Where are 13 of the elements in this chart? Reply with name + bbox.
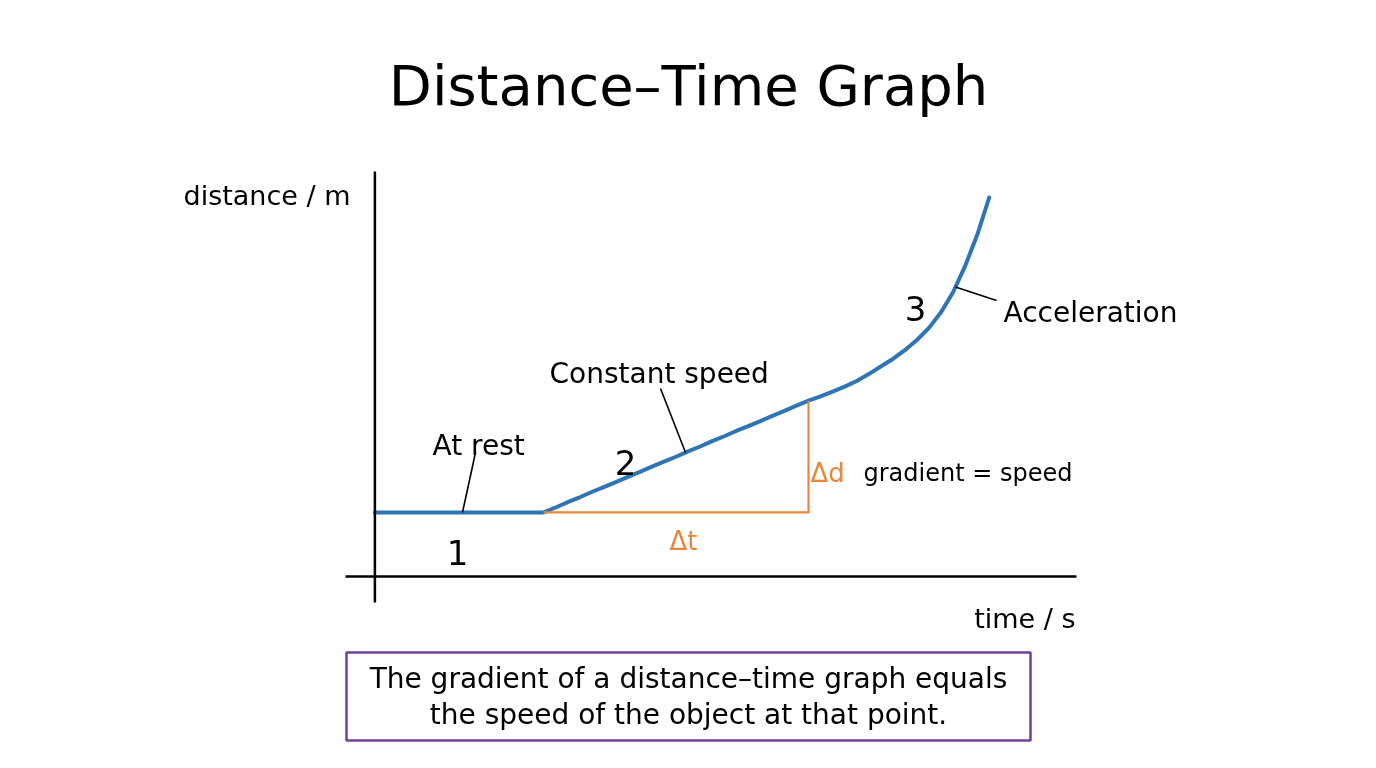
annotation: gradient = speed xyxy=(863,458,1073,487)
annotation: 3 xyxy=(904,289,927,329)
annotation: 1 xyxy=(446,533,469,573)
chart-title: Distance–Time Graph xyxy=(388,53,989,118)
annotation: Δt xyxy=(669,525,698,556)
annotation: At rest xyxy=(432,429,525,462)
text: The gradient of a distance–time graph equals the speed of the object at that point. xyxy=(368,662,1008,731)
annotation: Constant speed xyxy=(549,357,769,390)
y-axis-title: distance / m xyxy=(183,180,351,211)
annotation: Δd xyxy=(810,457,845,488)
text: Acceleration xyxy=(1003,296,1178,329)
x-axis-title: time / s xyxy=(974,603,1076,634)
annotation: 2 xyxy=(614,443,637,483)
